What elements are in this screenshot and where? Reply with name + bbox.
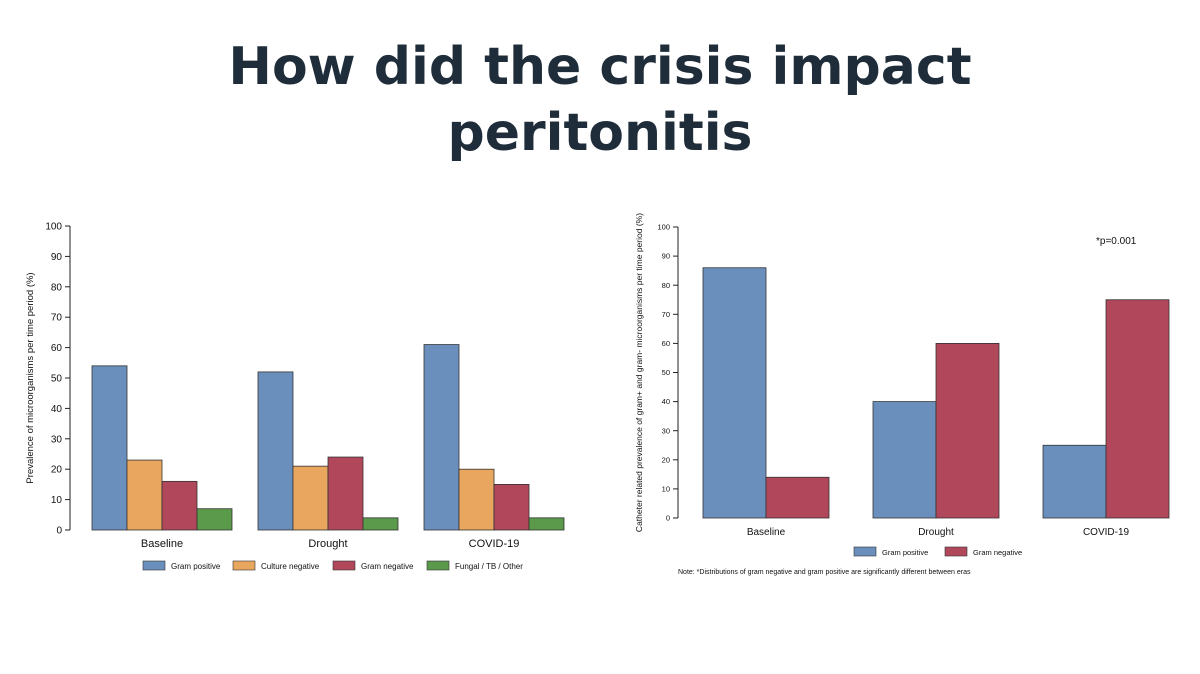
y-tick-label: 60	[51, 343, 63, 354]
legend-swatch-gram-negative	[332, 560, 356, 571]
legend-swatch-gram-positive	[853, 546, 877, 557]
legend-swatch-fungal-tb-other	[426, 560, 450, 571]
bar-drought-gram-negative	[935, 342, 1000, 519]
y-tick-label: 30	[662, 426, 670, 435]
bar-drought-gram-positive	[257, 371, 294, 531]
legend-label-gram-positive: Gram positive	[171, 562, 221, 571]
legend-label-gram-positive: Gram positive	[882, 548, 928, 557]
legend-label-gram-negative: Gram negative	[361, 562, 414, 571]
bar-covid-19-gram-positive	[423, 344, 460, 531]
legend-swatch-gram-negative	[944, 546, 968, 557]
chart-note: Note: *Distributions of gram negative an…	[678, 569, 971, 576]
y-tick-label: 20	[662, 455, 670, 464]
y-tick-label: 0	[666, 514, 670, 523]
bar-covid-19-culture-negative	[458, 468, 495, 531]
bar-baseline-fungal-tb-other	[196, 508, 233, 531]
y-tick-label: 80	[662, 281, 670, 290]
bar-baseline-gram-positive	[91, 365, 128, 531]
chart-1: 0 10 20 30 40 50 60 70 80 90 100 Prevalence of micr…	[25, 222, 565, 571]
bar-drought-fungal-tb-other	[362, 517, 399, 531]
bar-baseline-culture-negative	[126, 459, 163, 531]
bar-covid-19-gram-negative	[1105, 299, 1170, 519]
y-tick-label: 80	[51, 282, 63, 293]
slide-title-line-2: peritonitis	[447, 103, 753, 163]
significance-annotation: *p=0.001	[1096, 236, 1137, 247]
chart-2: 0 10 20 30 40 50 60 70 80 90 100 Catheter related p…	[634, 213, 1170, 576]
y-tick-label: 0	[56, 526, 62, 537]
y-axis-label: Catheter related prevalence of gram+ and…	[634, 213, 644, 532]
bar-drought-gram-positive	[872, 401, 937, 519]
legend-label-culture-negative: Culture negative	[261, 562, 320, 571]
x-category-label: COVID-19	[469, 538, 520, 550]
legend-swatch-culture-negative	[232, 560, 256, 571]
y-axis-label: Prevalence of microorganisms per time pe…	[25, 272, 36, 483]
bar-baseline-gram-positive	[702, 267, 767, 519]
x-category-label: Drought	[918, 527, 954, 538]
x-category-label: Baseline	[141, 538, 183, 550]
y-tick-label: 30	[51, 434, 63, 445]
y-tick-label: 100	[657, 223, 670, 232]
y-tick-label: 50	[51, 374, 63, 385]
bar-covid-19-fungal-tb-other	[528, 517, 565, 531]
legend-swatch-gram-positive	[142, 560, 166, 571]
x-category-label: COVID-19	[1083, 527, 1130, 538]
x-category-label: Drought	[308, 538, 347, 550]
legend-label-fungal-tb-other: Fungal / TB / Other	[455, 562, 523, 571]
y-tick-label: 100	[45, 222, 62, 233]
y-tick-label: 90	[662, 252, 670, 261]
bar-drought-culture-negative	[292, 465, 329, 531]
y-tick-label: 10	[662, 485, 670, 494]
y-tick-label: 40	[662, 397, 670, 406]
legend-label-gram-negative: Gram negative	[973, 548, 1022, 557]
slide-title-line-1: How did the crisis impact	[228, 37, 972, 97]
slide-title: How did the crisis impact peritonitis	[0, 34, 1200, 166]
bar-drought-gram-negative	[327, 456, 364, 531]
y-tick-label: 10	[51, 495, 63, 506]
bar-baseline-gram-negative	[161, 480, 198, 531]
bar-baseline-gram-negative	[765, 476, 830, 519]
y-tick-label: 40	[51, 404, 63, 415]
y-tick-label: 90	[51, 252, 63, 263]
y-tick-label: 60	[662, 339, 670, 348]
y-tick-label: 70	[662, 310, 670, 319]
bar-covid-19-gram-negative	[493, 483, 530, 531]
y-tick-label: 50	[662, 368, 670, 377]
y-tick-label: 20	[51, 465, 63, 476]
y-tick-label: 70	[51, 313, 63, 324]
x-category-label: Baseline	[747, 527, 786, 538]
bar-covid-19-gram-positive	[1042, 444, 1107, 519]
